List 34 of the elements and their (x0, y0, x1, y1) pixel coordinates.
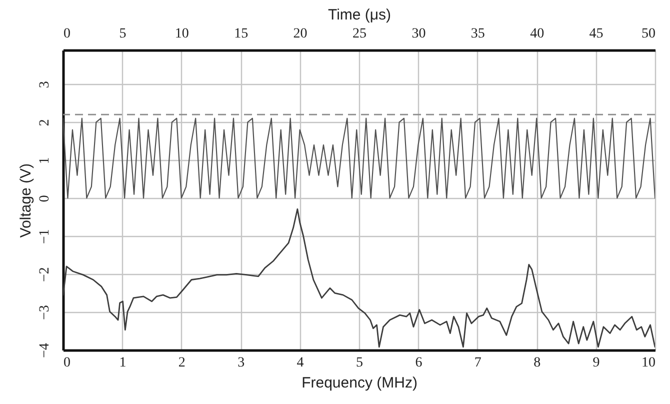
x-tick-label: 1 (119, 356, 126, 370)
x-tick-label: 7 (474, 356, 482, 370)
x2-tick-label: 10 (174, 26, 189, 42)
x-tick-label: 9 (592, 356, 600, 370)
x-tick-label: 5 (356, 356, 363, 370)
y-tick-label: −3 (38, 305, 52, 320)
y-tick-label: 0 (38, 195, 52, 202)
x2-tick-label: 40 (530, 26, 544, 42)
x2-tick-label: 5 (119, 26, 126, 42)
y-tick-label: 1 (38, 157, 52, 164)
x-tick-label: 8 (534, 356, 541, 370)
x2-tick-label: 35 (470, 26, 485, 42)
y-axis-title: Voltage (V) (18, 163, 34, 238)
y-tick-label: 3 (38, 81, 52, 88)
x2-tick-label: 0 (64, 26, 70, 42)
x-tick-label: 6 (415, 356, 422, 370)
x-tick-label: 10 (642, 356, 656, 370)
line-series (63, 208, 655, 348)
x-tick-label: 2 (178, 356, 186, 370)
x2-axis-title: Time (μs) (328, 6, 392, 24)
x2-tick-label: 50 (642, 26, 656, 42)
x-axis-title: Frequency (MHz) (302, 374, 418, 392)
x2-tick-label: 15 (234, 26, 248, 42)
y-tick-label: −2 (38, 267, 52, 282)
x2-tick-label: 30 (412, 26, 426, 42)
y-tick-label: −1 (38, 229, 52, 244)
x-tick-label: 0 (64, 356, 70, 370)
x-tick-label: 3 (238, 356, 245, 370)
x2-tick-label: 20 (293, 26, 308, 42)
x2-tick-label: 45 (589, 26, 604, 42)
y-tick-label: −4 (38, 343, 52, 358)
x-tick-label: 4 (296, 356, 304, 370)
y-tick-label: 2 (38, 119, 52, 126)
x2-tick-label: 25 (352, 26, 366, 42)
